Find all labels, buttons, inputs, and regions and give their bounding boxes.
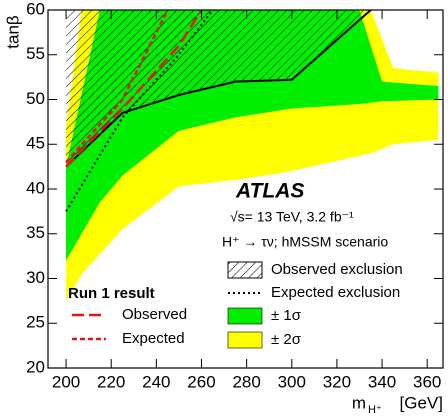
energy-label: √s= 13 TeV, 3.2 fb⁻¹ <box>230 209 354 225</box>
legend-key <box>227 307 263 325</box>
run1-title: Run 1 result <box>68 285 155 302</box>
x-tick-label: 200 <box>52 372 80 391</box>
y-tick-label: 25 <box>26 313 45 332</box>
x-axis-label: m <box>352 393 366 412</box>
exclusion-region <box>66 10 371 167</box>
y-tick-label: 60 <box>26 0 45 18</box>
x-axis-label-sub: H⁺ <box>368 404 382 416</box>
legend-label: Observed exclusion <box>271 261 403 278</box>
legend-label: Observed <box>122 306 187 323</box>
x-axis-label-unit: [GeV] <box>400 393 443 412</box>
y-tick-label: 55 <box>26 44 45 63</box>
y-tick-label: 20 <box>26 357 45 376</box>
y-tick-label: 45 <box>26 134 45 153</box>
x-tick-label: 300 <box>278 372 306 391</box>
legend-label: ± 1σ <box>271 307 302 324</box>
limit-line <box>65 10 203 168</box>
y-tick-label: 50 <box>26 89 45 108</box>
y-tick-label: 30 <box>26 268 45 287</box>
legend-label: ± 2σ <box>271 331 302 348</box>
legend-label: Expected exclusion <box>271 284 400 301</box>
legend-key <box>227 261 263 279</box>
y-axis-label: tanβ <box>3 15 22 49</box>
x-tick-label: 360 <box>413 372 441 391</box>
x-tick-label: 320 <box>323 372 351 391</box>
x-tick-label: 280 <box>232 372 260 391</box>
limit-line <box>65 10 372 168</box>
y-tick-label: 40 <box>26 178 45 197</box>
limit-line <box>65 10 169 163</box>
overlay: 200 220 240 260 280 300 320 340 360 20 25 30 35 40 45 5… <box>26 0 444 391</box>
experiment-label: ATLAS <box>235 180 304 203</box>
limit-line <box>65 10 214 212</box>
plot-area <box>65 10 439 301</box>
legend-key <box>227 331 263 349</box>
x-tick-label: 260 <box>187 372 215 391</box>
x-tick-label: 240 <box>142 372 170 391</box>
legend-label: Expected <box>122 330 185 347</box>
x-tick-label: 220 <box>97 372 125 391</box>
y-tick-label: 35 <box>26 223 45 242</box>
channel-label: H⁺ → τν; hMSSM scenario <box>222 234 388 250</box>
x-tick-label: 340 <box>368 372 396 391</box>
